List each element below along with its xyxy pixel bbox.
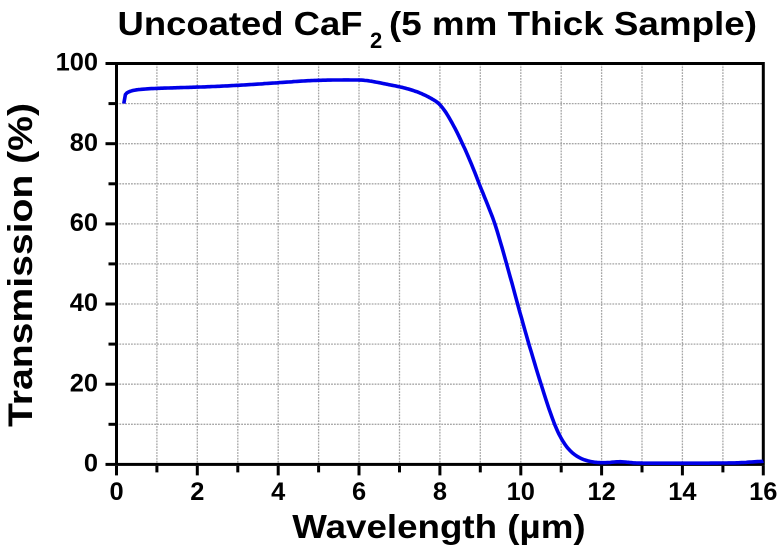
svg-text:2: 2 xyxy=(370,28,382,53)
svg-text:(5 mm Thick Sample): (5 mm Thick Sample) xyxy=(389,5,757,42)
svg-text:20: 20 xyxy=(70,369,98,397)
svg-text:14: 14 xyxy=(668,478,696,506)
svg-text:40: 40 xyxy=(70,289,98,317)
svg-text:6: 6 xyxy=(352,478,366,506)
svg-text:0: 0 xyxy=(84,450,98,478)
svg-text:Transmission (%): Transmission (%) xyxy=(2,103,40,427)
svg-text:Uncoated CaF: Uncoated CaF xyxy=(118,5,363,42)
svg-text:8: 8 xyxy=(433,478,447,506)
svg-text:60: 60 xyxy=(70,209,98,237)
svg-text:2: 2 xyxy=(190,478,204,506)
svg-text:Wavelength (µm): Wavelength (µm) xyxy=(292,508,585,545)
svg-text:4: 4 xyxy=(271,478,285,506)
svg-text:10: 10 xyxy=(507,478,535,506)
svg-text:0: 0 xyxy=(109,478,123,506)
svg-text:80: 80 xyxy=(70,129,98,157)
svg-text:16: 16 xyxy=(749,478,777,506)
svg-text:12: 12 xyxy=(587,478,615,506)
svg-text:100: 100 xyxy=(56,49,98,77)
